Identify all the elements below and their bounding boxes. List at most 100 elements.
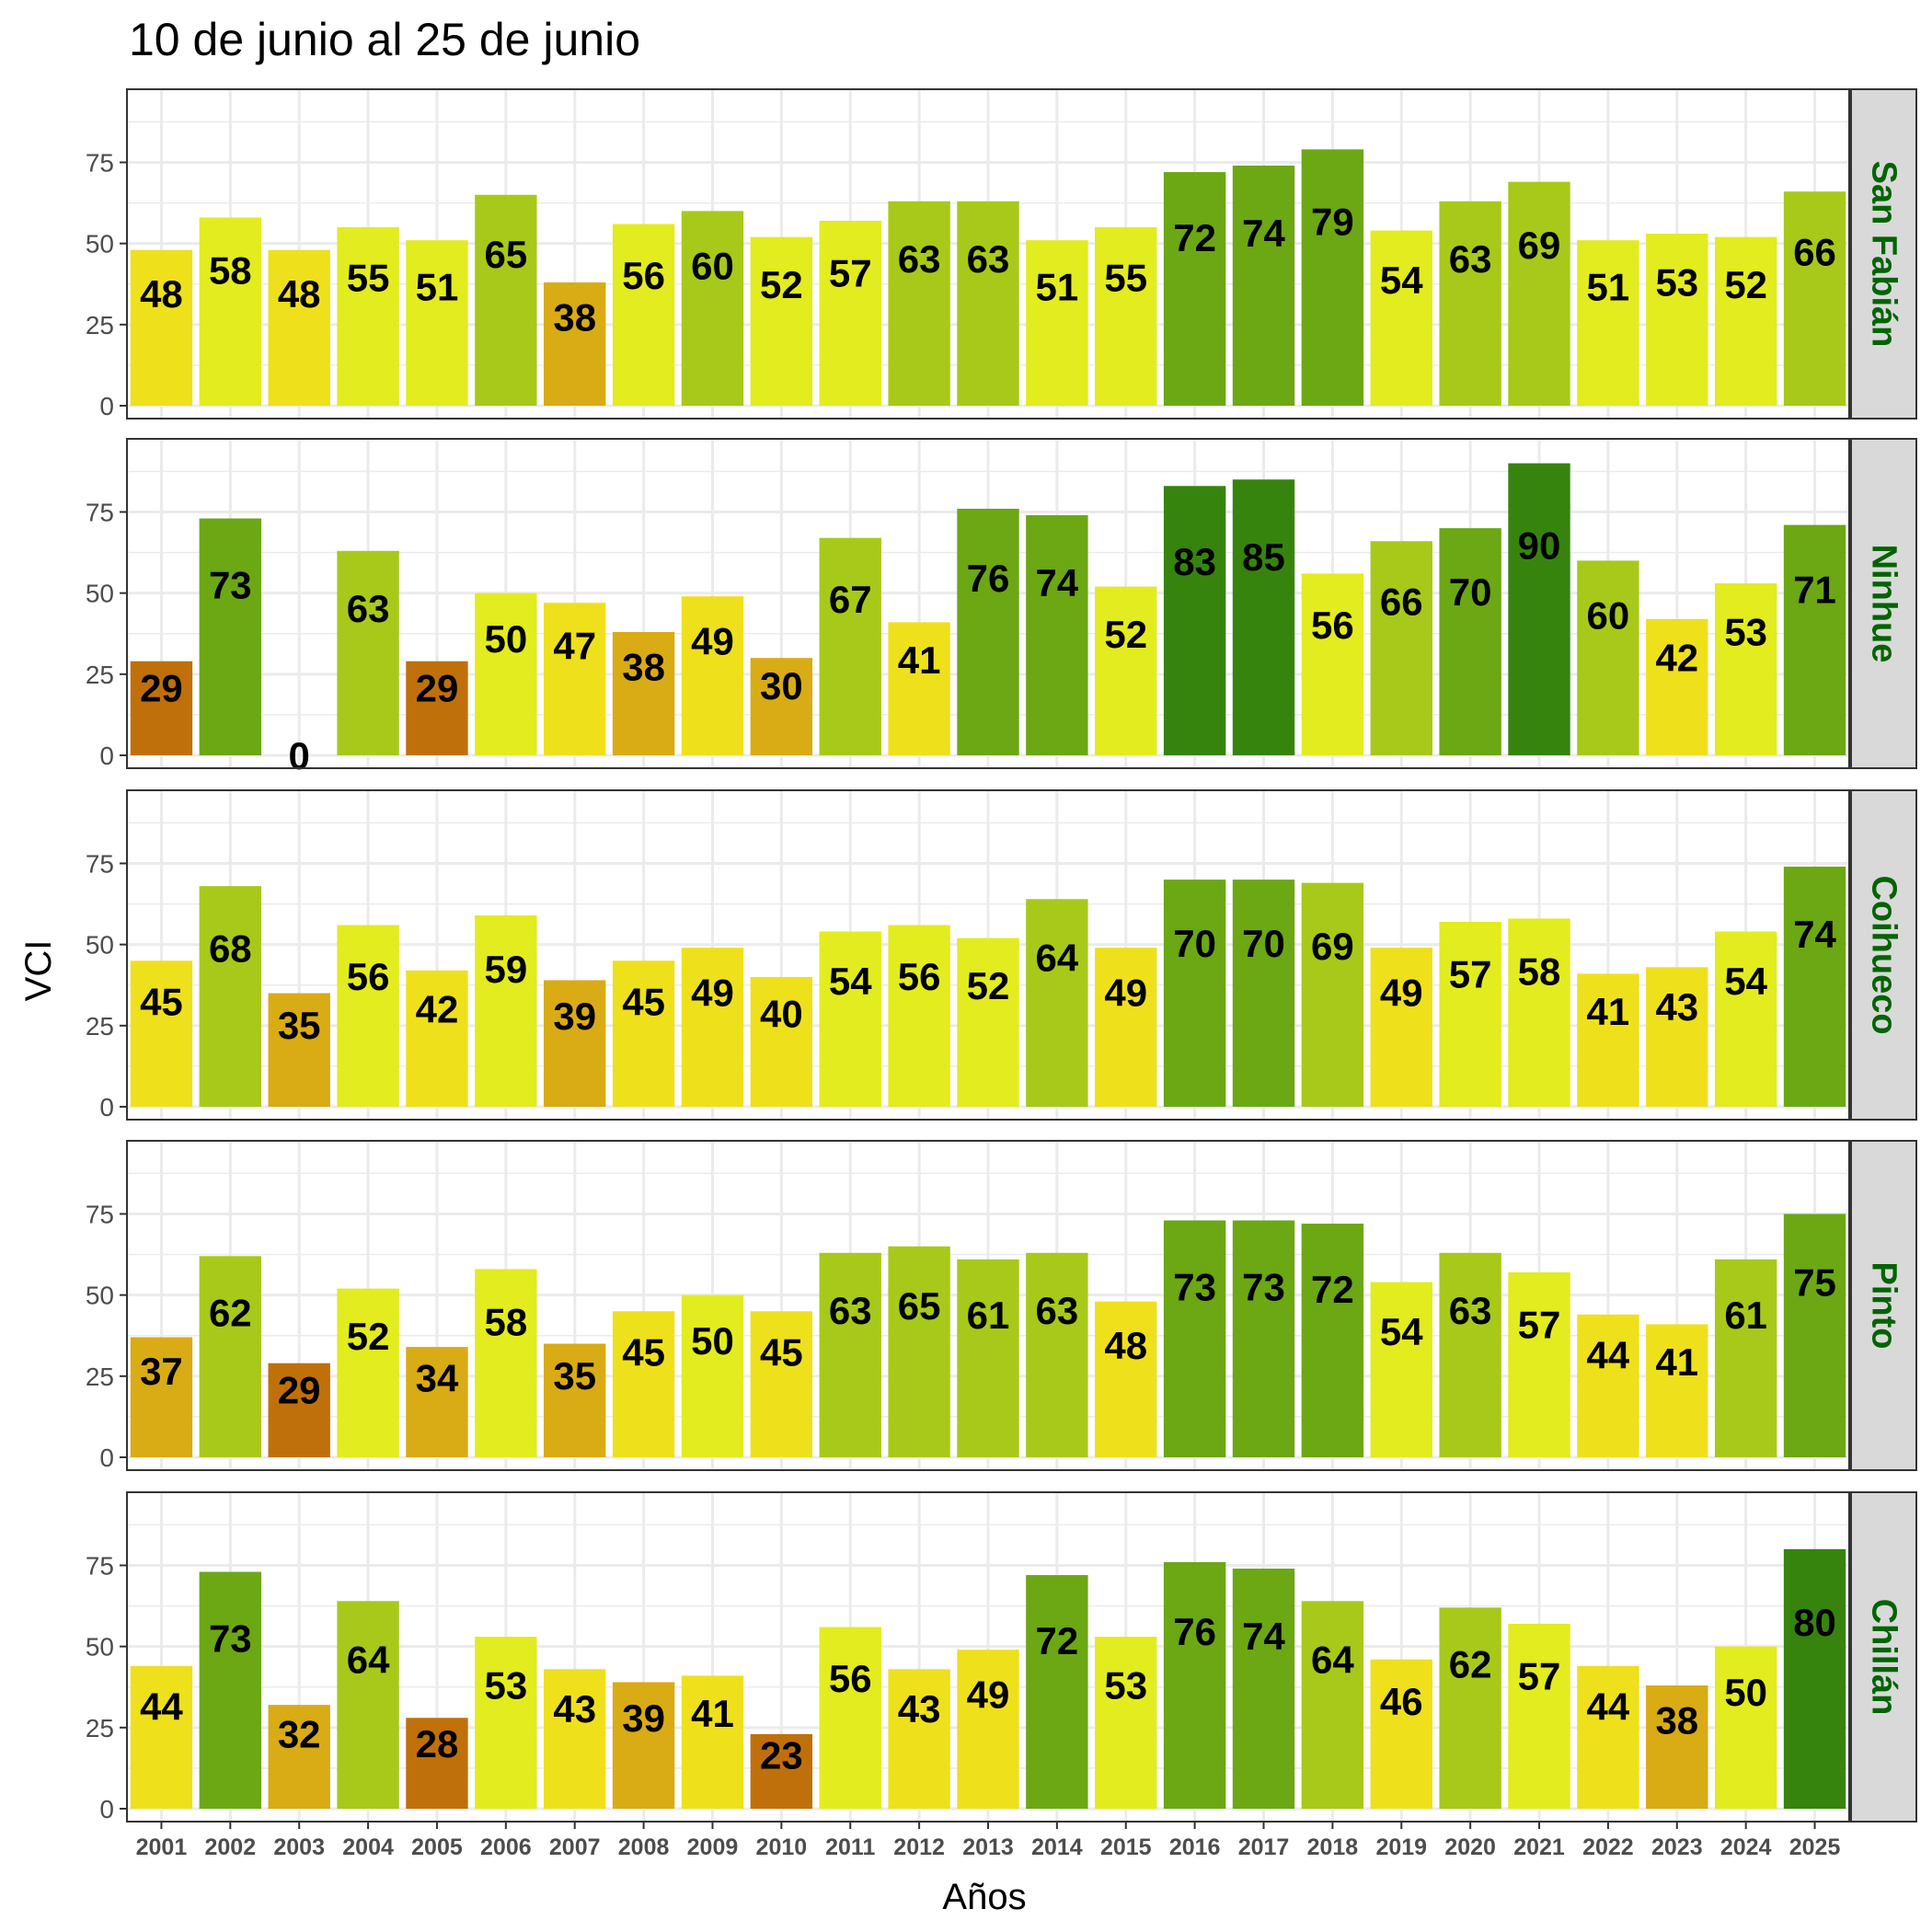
bar-value-label: 83 <box>1173 540 1216 583</box>
y-tick-label: 0 <box>99 1093 114 1121</box>
bar-value-label: 52 <box>347 1315 390 1358</box>
bar-value-label: 45 <box>622 1331 665 1374</box>
bar <box>957 508 1019 755</box>
bar <box>1095 227 1157 406</box>
bar <box>406 970 468 1107</box>
bar-value-label: 54 <box>1380 259 1423 302</box>
bar <box>888 1246 950 1457</box>
bar <box>268 1705 330 1809</box>
bar <box>199 1256 262 1457</box>
bar <box>475 194 537 406</box>
bar <box>1646 618 1708 755</box>
bar-value-label: 63 <box>829 1289 872 1332</box>
bar-value-label: 61 <box>1724 1294 1767 1337</box>
bar-value-label: 66 <box>1380 580 1423 623</box>
bar-value-label: 49 <box>691 972 734 1015</box>
bar-value-label: 48 <box>278 272 321 316</box>
chart-title: 10 de junio al 25 de junio <box>129 14 640 65</box>
x-tick-label: 2023 <box>1651 1834 1703 1860</box>
bar-value-label: 37 <box>140 1350 183 1393</box>
bar-value-label: 44 <box>140 1685 183 1728</box>
bar-value-label: 53 <box>1655 260 1698 304</box>
bar <box>819 537 881 755</box>
bar <box>1163 486 1226 755</box>
bar <box>1439 528 1501 755</box>
bar <box>1646 234 1708 406</box>
bar <box>1163 1561 1226 1809</box>
bar-value-label: 72 <box>1173 216 1216 259</box>
y-tick-label: 50 <box>86 931 114 960</box>
y-tick-label: 75 <box>86 1551 114 1580</box>
bar-value-label: 41 <box>1587 990 1630 1033</box>
bar <box>1370 1659 1432 1809</box>
facet-strip-label: Ninhue <box>1865 545 1903 663</box>
bar-value-label: 29 <box>416 666 459 709</box>
bar-value-label: 64 <box>1036 936 1079 979</box>
bar-value-label: 73 <box>209 564 252 607</box>
bar-value-label: 49 <box>691 620 734 663</box>
bar-value-label: 73 <box>1242 1266 1285 1309</box>
bar-value-label: 41 <box>691 1692 734 1735</box>
bar <box>750 658 813 755</box>
bar <box>819 220 881 406</box>
bar-value-label: 74 <box>1242 1615 1285 1658</box>
bar <box>888 201 950 406</box>
bar-value-label: 62 <box>209 1292 252 1335</box>
bar-value-label: 57 <box>829 251 872 294</box>
bar-value-label: 46 <box>1380 1680 1423 1723</box>
bar-value-label: 71 <box>1793 569 1836 612</box>
bar-value-label: 72 <box>1311 1268 1354 1311</box>
bar-value-label: 63 <box>1449 237 1492 281</box>
bar-value-label: 50 <box>484 617 527 661</box>
bar-value-label: 76 <box>967 557 1010 600</box>
bar <box>475 1637 537 1809</box>
bar-value-label: 51 <box>416 265 459 308</box>
bar <box>130 1665 193 1809</box>
bar-value-label: 67 <box>829 578 872 621</box>
bar-value-label: 69 <box>1518 224 1561 267</box>
bar-value-label: 55 <box>347 256 390 299</box>
bar-value-label: 61 <box>967 1294 1010 1337</box>
x-tick-label: 2022 <box>1582 1834 1634 1860</box>
bar-value-label: 48 <box>1104 1324 1147 1367</box>
bar <box>750 976 813 1107</box>
bar <box>750 1311 813 1457</box>
bar-value-label: 50 <box>1724 1671 1767 1714</box>
bar-value-label: 63 <box>898 237 941 281</box>
x-tick-label: 2019 <box>1375 1834 1427 1860</box>
bar <box>1301 573 1364 755</box>
bar-value-label: 44 <box>1587 1333 1630 1376</box>
x-tick-label: 2021 <box>1513 1834 1565 1860</box>
bar-value-label: 90 <box>1518 523 1561 567</box>
bar <box>1783 1548 1846 1809</box>
bar-value-label: 63 <box>1036 1289 1079 1332</box>
bar-value-label: 66 <box>1793 230 1836 273</box>
bar <box>1508 463 1570 755</box>
bar-value-label: 56 <box>622 254 665 297</box>
bar-value-label: 70 <box>1449 570 1492 614</box>
x-axis: 2001 2002 2003 2004 2005 2006 2007 2008 2009 2010… <box>136 1822 1840 1860</box>
bar <box>475 1269 537 1457</box>
bar-value-label: 57 <box>1449 952 1492 995</box>
bar <box>1646 1324 1708 1457</box>
bar <box>1095 586 1157 755</box>
y-tick-label: 25 <box>86 1012 114 1041</box>
bar <box>544 1669 606 1809</box>
bar <box>1783 191 1846 406</box>
y-tick-label: 0 <box>99 742 114 770</box>
bar <box>337 925 399 1107</box>
bar <box>337 227 399 406</box>
x-tick-label: 2024 <box>1720 1834 1772 1860</box>
bar-value-label: 41 <box>1655 1340 1698 1384</box>
bar-value-label: 52 <box>1724 263 1767 306</box>
bar <box>957 1650 1019 1809</box>
bar <box>1301 1224 1364 1457</box>
bar <box>888 1669 950 1809</box>
bar-value-label: 58 <box>1518 950 1561 994</box>
bar <box>199 518 262 755</box>
facet-panels: 48 58 48 55 51 65 38 56 60 52 57 63 63 51 55 72 74 79 54 63… <box>86 88 1917 1823</box>
bar-value-label: 53 <box>1724 610 1767 653</box>
bar-value-label: 41 <box>898 638 941 682</box>
x-tick-label: 2009 <box>687 1834 739 1860</box>
bar-value-label: 74 <box>1793 913 1836 956</box>
